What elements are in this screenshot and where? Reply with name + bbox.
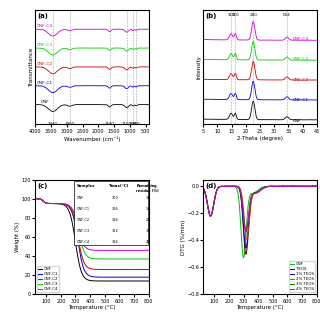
- Text: (b): (b): [205, 13, 217, 19]
- Text: 110: 110: [227, 13, 235, 17]
- Text: Tmax(°C): Tmax(°C): [109, 184, 129, 188]
- Text: CNF-C1: CNF-C1: [36, 81, 53, 85]
- Text: CNF-C2: CNF-C2: [36, 62, 53, 66]
- Text: (d): (d): [205, 183, 217, 189]
- Text: CNF: CNF: [77, 196, 84, 200]
- Text: Remaining
residue (%): Remaining residue (%): [136, 184, 159, 193]
- Text: CNF-C3: CNF-C3: [77, 229, 90, 233]
- Text: (c): (c): [37, 183, 48, 189]
- Text: 004: 004: [283, 13, 291, 17]
- Text: (a): (a): [37, 13, 48, 19]
- Text: CNF-C2: CNF-C2: [77, 218, 90, 222]
- Text: 322: 322: [111, 229, 118, 233]
- Text: 300: 300: [111, 196, 118, 200]
- Text: 200: 200: [249, 13, 257, 17]
- Text: CNF-C1: CNF-C1: [293, 98, 309, 102]
- Text: 897: 897: [129, 123, 137, 126]
- Text: 26: 26: [145, 218, 150, 222]
- Legend: CNF, TEOS, 1% TEOS, 2% TEOS, 3% TEOS, 4% TEOS: CNF, TEOS, 1% TEOS, 2% TEOS, 3% TEOS, 4%…: [289, 261, 315, 292]
- Text: 14: 14: [145, 196, 150, 200]
- Text: Samples: Samples: [77, 184, 96, 188]
- Text: 800: 800: [132, 123, 140, 126]
- Text: 2900: 2900: [65, 123, 75, 126]
- Text: CNF-C4: CNF-C4: [36, 24, 53, 28]
- X-axis label: Temperature (°C): Temperature (°C): [68, 305, 116, 310]
- Text: CNF-C2: CNF-C2: [293, 78, 309, 82]
- X-axis label: 2-Theta (degree): 2-Theta (degree): [237, 136, 283, 141]
- X-axis label: Temperature (°C): Temperature (°C): [236, 305, 284, 310]
- Text: 110: 110: [231, 13, 239, 17]
- Text: 18: 18: [145, 207, 150, 211]
- Legend: CNF, CNF-C1, CNF-C2, CNF-C3, CNF-C4: CNF, CNF-C1, CNF-C2, CNF-C3, CNF-C4: [37, 266, 60, 292]
- Y-axis label: Weight (%): Weight (%): [15, 222, 20, 252]
- Text: CNF-C1: CNF-C1: [77, 207, 90, 211]
- Text: 316: 316: [111, 207, 118, 211]
- FancyBboxPatch shape: [74, 181, 148, 245]
- Text: 316: 316: [111, 240, 118, 244]
- Text: CNF: CNF: [40, 100, 49, 104]
- Text: 3440: 3440: [48, 123, 58, 126]
- X-axis label: Wavenumber (cm⁻¹): Wavenumber (cm⁻¹): [64, 136, 120, 142]
- Text: 1100: 1100: [122, 123, 132, 126]
- Text: CNF-C4: CNF-C4: [293, 37, 309, 41]
- Text: CNF-C3: CNF-C3: [293, 57, 309, 61]
- Text: CNF: CNF: [293, 119, 301, 123]
- Text: CNF-C4: CNF-C4: [77, 240, 90, 244]
- Text: CNF-C3: CNF-C3: [36, 43, 53, 47]
- Y-axis label: Intensity: Intensity: [197, 55, 202, 79]
- Y-axis label: DTG (%/min): DTG (%/min): [181, 219, 186, 255]
- Text: 37: 37: [145, 229, 150, 233]
- Y-axis label: Transmittance: Transmittance: [29, 47, 34, 87]
- Text: 316: 316: [111, 218, 118, 222]
- Text: 46: 46: [145, 240, 150, 244]
- Text: 1640: 1640: [105, 123, 115, 126]
